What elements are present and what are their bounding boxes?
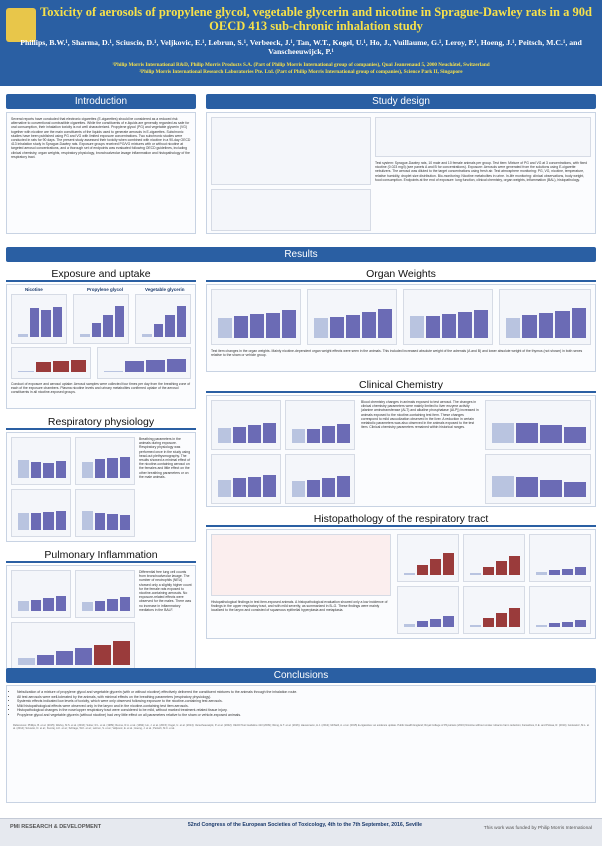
conclusions-heading: Conclusions	[6, 668, 596, 683]
conference-logo	[6, 8, 36, 42]
histopathology-caption: Histopathological findings in test item-…	[211, 600, 388, 613]
conclusion-item: Systemic effects indicated low levels of…	[17, 699, 595, 704]
respiratory-tract-diagram	[211, 534, 391, 596]
organ-weights-heading: Organ Weights	[206, 267, 596, 282]
respiratory-panel: Breathing parameters in the animals duri…	[6, 432, 196, 542]
bal-male-chart	[11, 570, 71, 618]
bal-cytokine-chart	[11, 622, 135, 672]
study-design-table	[211, 117, 371, 185]
conclusion-item: Nebulization of a mixture of propylene g…	[17, 690, 595, 695]
introduction-heading: Introduction	[6, 94, 196, 109]
alp-male-chart	[211, 454, 281, 504]
alp-female-chart	[285, 454, 355, 504]
organ-weights-panel: Test item changes in the organ weights. …	[206, 284, 596, 372]
references-block: References: Phillips, B. et al. (2015); …	[13, 724, 590, 731]
pmi-logo-text: PMI RESEARCH & DEVELOPMENT	[10, 824, 102, 830]
cholesterol-chart	[485, 454, 591, 504]
alt-male-chart	[211, 400, 281, 450]
alt-female-chart	[285, 400, 355, 450]
funding-note: This work was funded by Philip Morris In…	[483, 826, 592, 831]
author-list: Phillips, B.W.¹, Sharma, D.¹, Sciuscio, …	[20, 38, 582, 56]
pulmonary-panel: Differential free lung cell counts from …	[6, 565, 196, 675]
bal-female-chart	[75, 570, 135, 618]
lung-alveolar-chart	[529, 534, 591, 582]
study-design-text: Test system: Sprague-Dawley rats, 10 mal…	[375, 161, 587, 182]
results-heading: Results	[6, 247, 596, 262]
liver-weight-chart	[403, 289, 493, 345]
organ-weights-caption: Test item changes in the organ weights. …	[211, 349, 583, 358]
nose-chart	[397, 586, 459, 634]
plasma-nicotine-chart	[11, 347, 91, 379]
trachea-chart	[529, 586, 591, 634]
thyroid-weight-chart	[307, 289, 397, 345]
exposure-system-diagram	[211, 189, 371, 231]
footer	[0, 818, 602, 846]
study-design-panel: Test system: Sprague-Dawley rats, 10 mal…	[206, 112, 596, 234]
affiliations: ¹Philip Morris International R&D, Philip…	[10, 62, 592, 75]
tidal-volume-chart	[75, 437, 135, 485]
nicotine-exposure-chart	[11, 294, 67, 344]
header: Toxicity of aerosols of propylene glycol…	[0, 0, 602, 86]
exposure-label-vg: Vegetable glycerin	[145, 287, 185, 292]
histopathology-heading: Histopathology of the respiratory tract	[206, 512, 596, 527]
exposure-heading: Exposure and uptake	[6, 267, 196, 282]
kidney-weight-chart	[499, 289, 591, 345]
clinical-chemistry-heading: Clinical Chemistry	[206, 378, 596, 393]
introduction-panel: Several reports have concluded that elec…	[6, 112, 196, 234]
minute-volume-chart	[11, 437, 71, 485]
adrenals-weight-chart	[211, 289, 301, 345]
clinical-chemistry-text: Blood chemistry changes in animals expos…	[361, 400, 479, 430]
larynx-metaplasia-chart	[463, 534, 525, 582]
affiliation-2: ²Philip Morris International Research La…	[139, 68, 463, 75]
exposure-label-nicotine: Nicotine	[25, 287, 43, 292]
pulmonary-heading: Pulmonary Inflammation	[6, 548, 196, 563]
study-design-heading: Study design	[206, 94, 596, 109]
glucose-chart	[485, 400, 591, 450]
conclusions-panel: Nebulization of a mixture of propylene g…	[6, 685, 596, 803]
poster-title: Toxicity of aerosols of propylene glycol…	[40, 5, 592, 33]
conclusion-item: Histopathological changes in the nose/up…	[17, 708, 595, 713]
pulmonary-text: Differential free lung cell counts from …	[139, 570, 192, 612]
conclusion-item: All test aerosols were well-tolerated by…	[17, 695, 595, 700]
affiliation-1: ¹Philip Morris International R&D, Philip…	[112, 62, 490, 68]
histopathology-panel: Histopathological findings in test item-…	[206, 529, 596, 639]
respiratory-text: Breathing parameters in the animals duri…	[139, 437, 191, 479]
larynx-female-chart	[463, 586, 525, 634]
congress-info: 52nd Congress of the European Societies …	[187, 822, 423, 828]
pg-exposure-chart	[73, 294, 129, 344]
breathing-frequency-chart	[75, 489, 135, 537]
clinical-chemistry-panel: Blood chemistry changes in animals expos…	[206, 395, 596, 507]
pef-chart	[11, 489, 71, 537]
group-flow-diagram	[375, 117, 591, 157]
vg-exposure-chart	[135, 294, 191, 344]
urine-metabolites-chart	[97, 347, 191, 379]
respiratory-heading: Respiratory physiology	[6, 415, 196, 430]
exposure-label-pg: Propylene glycol	[87, 287, 124, 292]
exposure-caption: Conduct of exposure and aerosol uptake: …	[11, 382, 191, 395]
conclusion-item: Mild histopathological effects were obse…	[17, 704, 595, 709]
exposure-panel: Nicotine Propylene glycol Vegetable glyc…	[6, 284, 196, 409]
conclusion-item: Propylene glycol and vegetable glycerin …	[17, 713, 595, 718]
introduction-text: Several reports have concluded that elec…	[11, 117, 191, 159]
larynx-hyperplasia-chart	[397, 534, 459, 582]
